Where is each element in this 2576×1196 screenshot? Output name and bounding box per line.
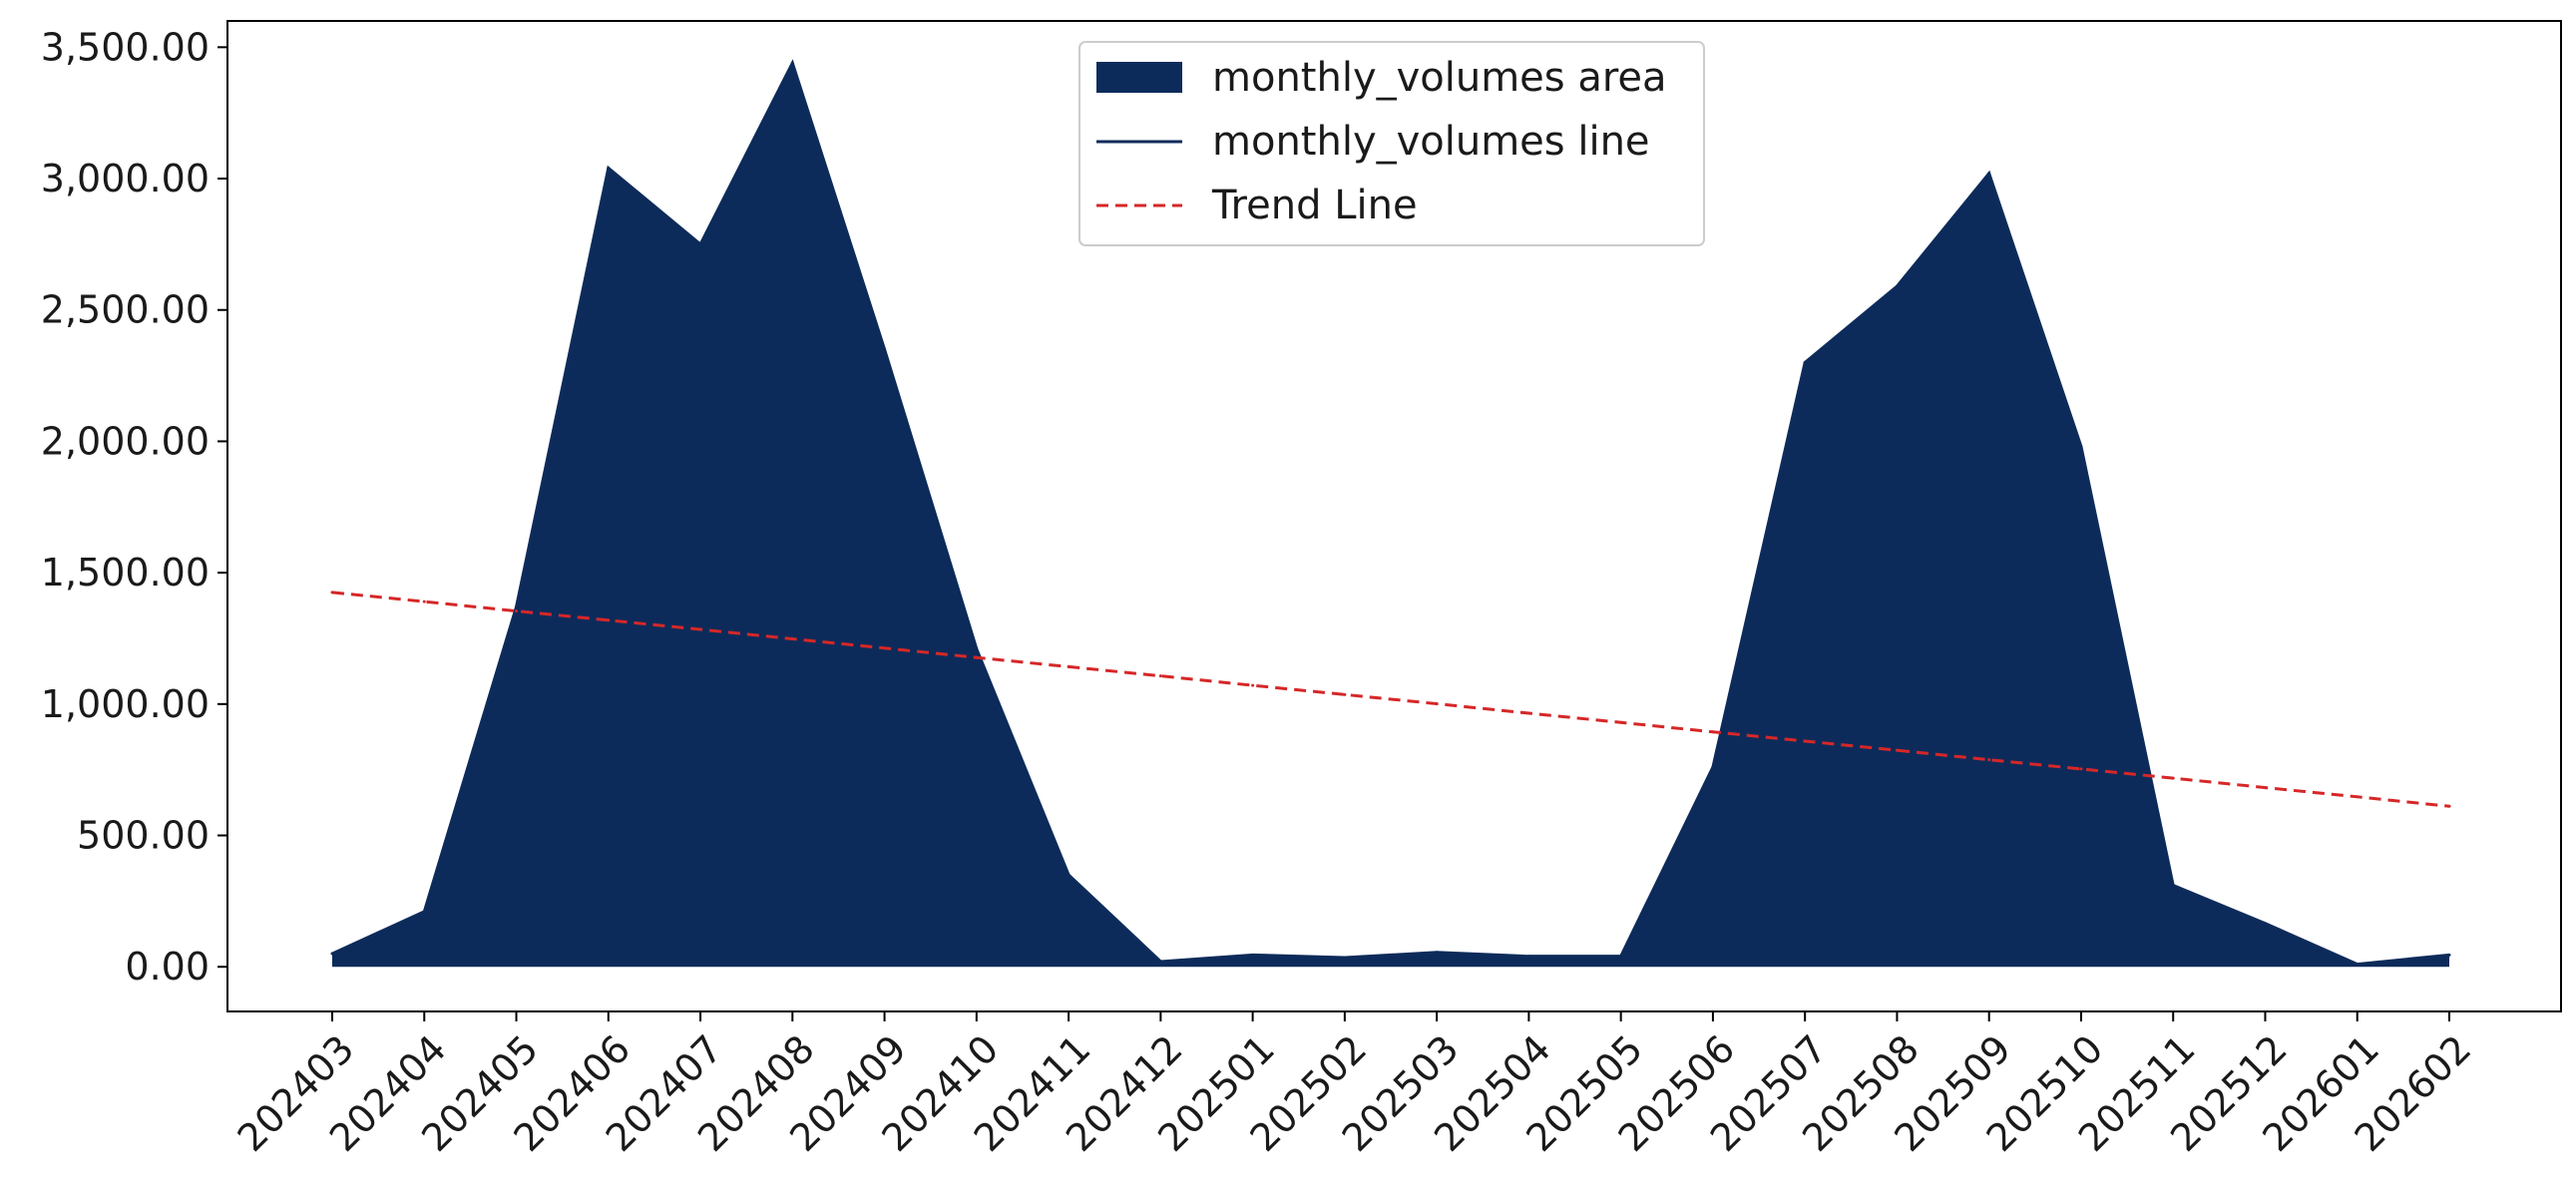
y-tick-label: 1,500.00 [41, 551, 210, 595]
y-tick-label: 2,000.00 [41, 419, 210, 463]
trend-point-202411 [1067, 664, 1071, 668]
data-point-202404 [422, 910, 426, 914]
plot-frame [226, 20, 2562, 1012]
legend-area-label: monthly_volumes area [1212, 55, 1667, 101]
y-tick-label: 1,000.00 [41, 682, 210, 726]
trend-point-202504 [1526, 711, 1530, 715]
data-point-202410 [975, 647, 979, 651]
data-point-202412 [1158, 960, 1162, 964]
data-point-202509 [1987, 172, 1991, 176]
legend-trend-label: Trend Line [1211, 183, 1418, 228]
trend-point-202408 [790, 637, 794, 641]
trend-point-202507 [1803, 739, 1807, 743]
trend-point-202407 [698, 627, 702, 631]
data-point-202506 [1711, 765, 1715, 769]
trend-point-202511 [2171, 776, 2175, 780]
trend-line [331, 591, 2450, 808]
x-axis: 2024032024042024052024062024072024082024… [229, 1011, 2479, 1160]
data-point-202510 [2079, 445, 2083, 449]
legend-box [1078, 41, 1705, 246]
data-point-202503 [1435, 951, 1439, 955]
y-tick-label: 500.00 [77, 814, 210, 858]
trend-point-202406 [607, 618, 611, 622]
area-fill-monthly-volumes [332, 63, 2449, 968]
y-tick-label: 3,500.00 [41, 25, 210, 69]
y-tick-label: 0.00 [125, 945, 210, 989]
trend-point-202501 [1251, 683, 1255, 687]
y-tick-label: 2,500.00 [41, 288, 210, 332]
legend: monthly_volumes area monthly_volumes lin… [1078, 41, 1705, 246]
legend-line-label: monthly_volumes line [1212, 119, 1650, 165]
trend-point-202403 [330, 591, 334, 595]
data-point-202511 [2171, 884, 2175, 888]
data-point-202505 [1619, 955, 1623, 959]
trend-point-202509 [1987, 758, 1991, 762]
y-tick-label: 3,000.00 [41, 157, 210, 200]
data-point-202504 [1526, 955, 1530, 959]
data-point-202407 [698, 242, 702, 246]
trend-point-202602 [2447, 804, 2451, 808]
trend-point-202510 [2079, 767, 2083, 771]
data-point-202409 [883, 347, 887, 351]
trend-point-202404 [422, 599, 426, 603]
series-line-monthly-volumes [331, 59, 2450, 967]
trend-point-202503 [1435, 702, 1439, 706]
data-point-202408 [790, 61, 794, 65]
data-point-202411 [1067, 873, 1071, 877]
data-point-202508 [1895, 284, 1899, 288]
data-point-202507 [1803, 360, 1807, 364]
trend-point-202512 [2263, 786, 2267, 790]
data-point-202403 [330, 952, 334, 956]
trend-point-202502 [1343, 692, 1347, 696]
plot-marks [330, 59, 2451, 968]
data-point-202512 [2263, 922, 2267, 926]
data-point-202405 [515, 604, 519, 608]
trend-point-202601 [2356, 795, 2360, 799]
data-point-202601 [2356, 963, 2360, 967]
data-point-202502 [1343, 956, 1347, 960]
trend-point-202505 [1619, 720, 1623, 724]
data-point-202602 [2447, 953, 2451, 957]
data-point-202501 [1251, 953, 1255, 957]
trend-point-202410 [975, 655, 979, 659]
trend-point-202405 [515, 609, 519, 613]
legend-area-swatch [1096, 62, 1182, 93]
data-point-202406 [607, 167, 611, 171]
trend-point-202506 [1711, 730, 1715, 734]
trend-point-202409 [883, 646, 887, 650]
trend-point-202508 [1895, 748, 1899, 752]
y-axis: 0.00 500.00 1,000.00 1,500.00 2,000.00 2,500.… [41, 25, 227, 989]
trend-point-202412 [1158, 674, 1162, 678]
